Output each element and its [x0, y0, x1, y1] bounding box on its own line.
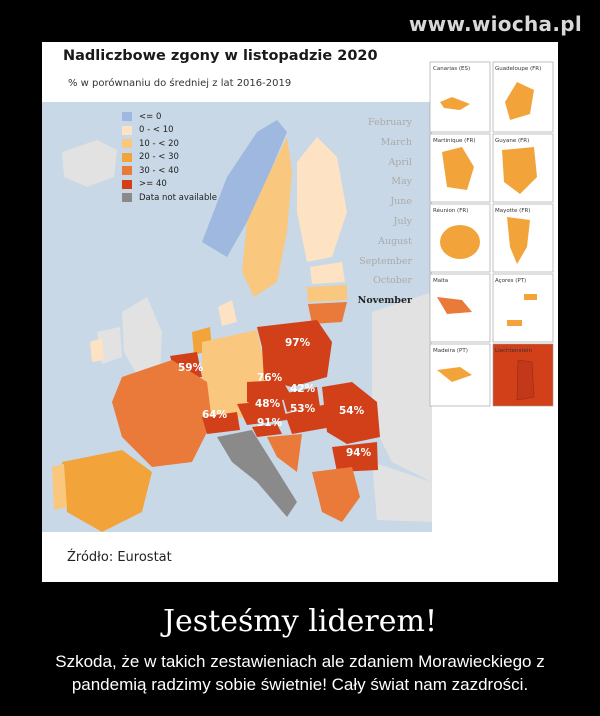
inset-reunion: Réunion (FR)	[433, 207, 468, 214]
month-list: February March April May June July Augus…	[358, 117, 412, 315]
month-label: September	[359, 255, 412, 267]
great-britain	[122, 297, 162, 380]
legend-item: 20 - < 30	[122, 151, 217, 165]
month-label: February	[367, 117, 412, 128]
month-label: April	[388, 156, 412, 168]
label-belgium: 59%	[178, 362, 204, 374]
source-note: Źródło: Eurostat	[67, 550, 172, 565]
latvia	[307, 285, 347, 302]
month-label: May	[391, 176, 412, 188]
inset-mayotte: Mayotte (FR)	[495, 208, 530, 214]
legend-swatch	[122, 125, 132, 135]
iceland	[62, 140, 117, 187]
month-label: July	[393, 215, 412, 227]
hungary	[285, 404, 332, 434]
map-legend: <= 0 0 - < 10 10 - < 20 20 - < 30 30 - <…	[122, 110, 217, 205]
label-poland: 97%	[285, 337, 311, 349]
legend-item: Data not available	[122, 191, 217, 205]
legend-swatch	[122, 152, 132, 162]
label-slovakia: 53%	[290, 403, 316, 415]
inset-guyane: Guyane (FR)	[495, 138, 529, 144]
lithuania	[308, 302, 347, 324]
legend-item: 30 - < 40	[122, 164, 217, 178]
finland	[297, 137, 347, 262]
month-label: March	[380, 136, 412, 148]
switzerland	[202, 412, 240, 434]
month-label: October	[373, 275, 412, 287]
inset-liechtenstein: Liechtenstein	[495, 348, 532, 354]
label-germany: 76%	[257, 372, 283, 384]
spain	[62, 450, 152, 532]
label-czechia: 42%	[290, 383, 316, 395]
caption: Szkoda, że w takich zestawieniach ale zd…	[55, 652, 545, 694]
legend-item: <= 0	[122, 110, 217, 124]
norway	[202, 120, 287, 257]
label-romania: 54%	[339, 405, 365, 417]
sweden	[242, 137, 292, 297]
label-austria: 48%	[255, 398, 281, 410]
legend-swatch	[122, 139, 132, 149]
site-watermark: www.wiocha.pl	[408, 12, 582, 36]
legend-item: 0 - < 10	[122, 124, 217, 138]
month-label: June	[390, 196, 412, 208]
legend-item: >= 40	[122, 178, 217, 192]
inset-malta: Malta	[433, 278, 448, 284]
legend-item: 10 - < 20	[122, 137, 217, 151]
bulgaria	[332, 442, 378, 472]
europe-map: 59% 76% 97% 42% 48% 53% 54% 64% 91% 94% …	[42, 42, 554, 582]
inset-madeira: Madeira (PT)	[433, 348, 468, 354]
slovenia	[252, 424, 282, 437]
inset-canarias: Canarias (ES)	[433, 66, 470, 72]
label-switzerland: 64%	[202, 409, 228, 421]
month-label-active: November	[357, 295, 412, 307]
legend-swatch	[122, 112, 132, 122]
inset-guadeloupe: Guadeloupe (FR)	[495, 66, 541, 72]
label-bulgaria: 94%	[346, 447, 372, 459]
estonia	[310, 262, 345, 284]
turkey	[372, 462, 432, 522]
ireland	[90, 338, 104, 362]
romania	[322, 382, 380, 444]
france	[112, 360, 212, 467]
austria	[237, 400, 287, 425]
eastern-europe	[372, 292, 432, 482]
poland	[257, 320, 332, 387]
inset-acores: Açores (PT)	[495, 278, 526, 284]
inset-martinique: Martinique (FR)	[433, 138, 475, 144]
label-slovenia: 91%	[257, 417, 283, 429]
denmark	[218, 300, 237, 326]
map-image: 59% 76% 97% 42% 48% 53% 54% 64% 91% 94% …	[42, 42, 558, 582]
inset-panels: Canarias (ES) Guadeloupe (FR) Martinique…	[429, 61, 554, 407]
map-subtitle: % w porównaniu do średniej z lat 2016-20…	[68, 78, 292, 89]
legend-swatch	[122, 166, 132, 176]
portugal	[52, 464, 67, 510]
italy	[217, 430, 297, 517]
greece	[312, 467, 360, 522]
slovakia	[282, 387, 320, 412]
month-label: August	[378, 235, 412, 247]
legend-swatch	[122, 193, 132, 203]
map-title: Nadliczbowe zgony w listopadzie 2020	[63, 48, 378, 64]
croatia	[267, 434, 302, 472]
headline: Jesteśmy liderem!	[162, 604, 438, 639]
legend-swatch	[122, 179, 132, 189]
